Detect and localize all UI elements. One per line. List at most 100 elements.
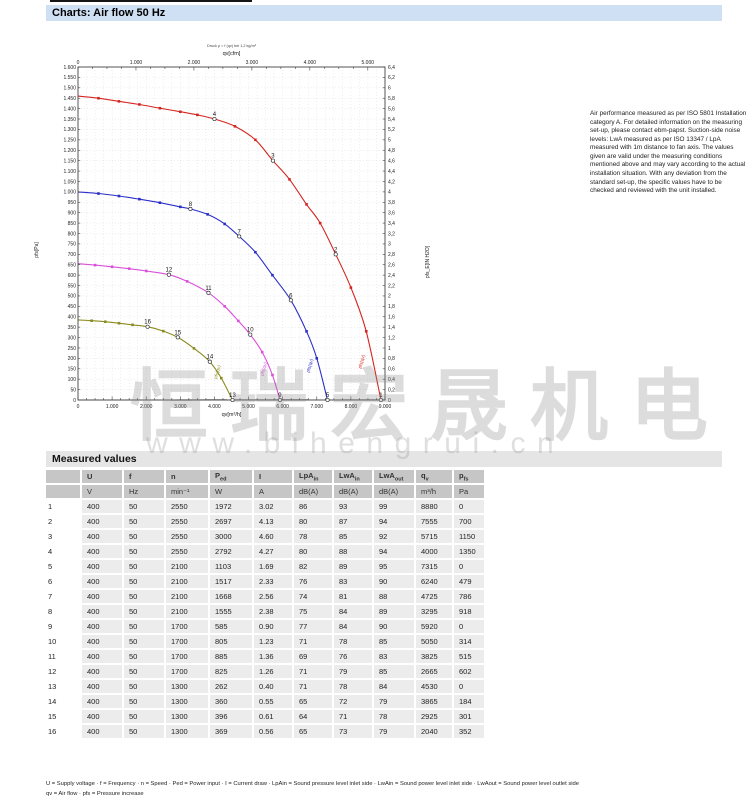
operating-point [333, 252, 338, 257]
operating-point-number: 16 [144, 320, 151, 326]
data-cell: 1700 [166, 635, 208, 648]
operating-point-number: 12 [166, 268, 173, 274]
svg-text:6: 6 [388, 86, 391, 92]
data-cell: 78 [294, 530, 332, 543]
table-row: 11 400 50 1700 885 1.36 69 76 83 3825 515 [46, 650, 484, 663]
svg-text:1.550: 1.550 [63, 75, 76, 81]
svg-text:0: 0 [388, 398, 391, 404]
svg-text:7.000: 7.000 [311, 404, 324, 410]
curve-end-label: pfs(qv) [357, 354, 366, 369]
curve-marker [288, 178, 291, 181]
fan-curve [77, 263, 281, 401]
data-cell: 2040 [416, 725, 452, 738]
data-cell: 400 [82, 635, 122, 648]
operating-point [248, 332, 253, 337]
curve-marker [131, 323, 134, 327]
operating-point [188, 206, 193, 211]
operating-point [145, 324, 150, 329]
table-row: 15 400 50 1300 396 0.61 64 71 78 2925 301 [46, 710, 484, 723]
data-cell: 3295 [416, 605, 452, 618]
svg-text:1,4: 1,4 [388, 325, 395, 331]
data-cell: 400 [82, 515, 122, 528]
data-cell: 50 [124, 725, 164, 738]
unit-cell: Pa [454, 485, 484, 498]
unit-cell: dB(A) [334, 485, 372, 498]
curve-marker [237, 319, 240, 323]
operating-point [288, 298, 293, 303]
curve-marker [93, 263, 97, 267]
table-row: 16 400 50 1300 369 0.56 65 73 79 2040 352 [46, 725, 484, 738]
operating-point [207, 359, 212, 364]
table-row: 2 400 50 2550 2697 4.13 80 87 94 7555 700 [46, 515, 484, 528]
operating-point [325, 397, 330, 403]
data-cell: 50 [124, 695, 164, 708]
data-cell: 700 [454, 515, 484, 528]
fan-curve [77, 191, 329, 401]
data-cell: 0.90 [254, 620, 292, 633]
svg-text:300: 300 [68, 335, 77, 341]
data-cell: 1150 [454, 530, 484, 543]
data-cell: 369 [210, 725, 252, 738]
data-cell: 84 [334, 605, 372, 618]
data-cell: 396 [210, 710, 252, 723]
svg-text:5,2: 5,2 [388, 127, 395, 133]
data-cell: 1300 [166, 695, 208, 708]
svg-text:450: 450 [68, 304, 77, 310]
data-cell: 805 [210, 635, 252, 648]
data-cell: 400 [82, 725, 122, 738]
svg-text:3,2: 3,2 [388, 231, 395, 237]
svg-text:2.000: 2.000 [140, 404, 153, 410]
svg-text:2,8: 2,8 [388, 252, 395, 258]
data-cell: 786 [454, 590, 484, 603]
svg-text:5,4: 5,4 [388, 117, 395, 123]
svg-text:0,8: 0,8 [388, 356, 395, 362]
data-cell: 1.26 [254, 665, 292, 678]
curve-marker [260, 350, 264, 354]
data-cell: 73 [334, 725, 372, 738]
data-cell: 0.40 [254, 680, 292, 693]
data-cell: 0.61 [254, 710, 292, 723]
data-cell: 84 [334, 620, 372, 633]
curve-end-label: pfs(qv) [259, 361, 268, 376]
data-cell: 50 [124, 710, 164, 723]
curve-marker [117, 194, 121, 198]
row-index: 13 [46, 680, 80, 693]
svg-text:4,4: 4,4 [388, 169, 395, 175]
svg-text:9.000: 9.000 [379, 404, 392, 410]
curve-marker [271, 273, 274, 277]
data-cell: 2550 [166, 545, 208, 558]
data-cell: 71 [294, 680, 332, 693]
curve-marker [110, 265, 114, 269]
data-cell: 86 [294, 500, 332, 513]
data-cell: 80 [294, 545, 332, 558]
operating-point [270, 158, 275, 163]
data-cell: 1300 [166, 725, 208, 738]
data-cell: 5715 [416, 530, 452, 543]
svg-text:1,8: 1,8 [388, 304, 395, 310]
data-cell: 71 [294, 665, 332, 678]
data-cell: 585 [210, 620, 252, 633]
data-cell: 1.36 [254, 650, 292, 663]
data-cell: 79 [374, 695, 414, 708]
data-cell: 87 [334, 515, 372, 528]
svg-text:2,6: 2,6 [388, 263, 395, 269]
table-row: 3 400 50 2550 3000 4.60 78 85 92 5715 1150 [46, 530, 484, 543]
curve-marker [138, 197, 141, 201]
col-header: U [82, 470, 122, 483]
data-cell: 94 [374, 515, 414, 528]
operating-point [175, 335, 180, 340]
unit-cell: dB(A) [294, 485, 332, 498]
data-cell: 78 [374, 710, 414, 723]
svg-text:4,8: 4,8 [388, 148, 395, 154]
svg-text:1.350: 1.350 [63, 117, 76, 123]
svg-text:1.500: 1.500 [63, 86, 76, 92]
data-cell: 50 [124, 635, 164, 648]
data-cell: 65 [294, 695, 332, 708]
row-index: 6 [46, 575, 80, 588]
curve-marker [318, 221, 322, 225]
col-header: LpAin [294, 470, 332, 483]
data-cell: 71 [334, 710, 372, 723]
table-row: 1 400 50 2550 1972 3.02 86 93 99 8880 0 [46, 500, 484, 513]
svg-text:250: 250 [68, 346, 77, 352]
